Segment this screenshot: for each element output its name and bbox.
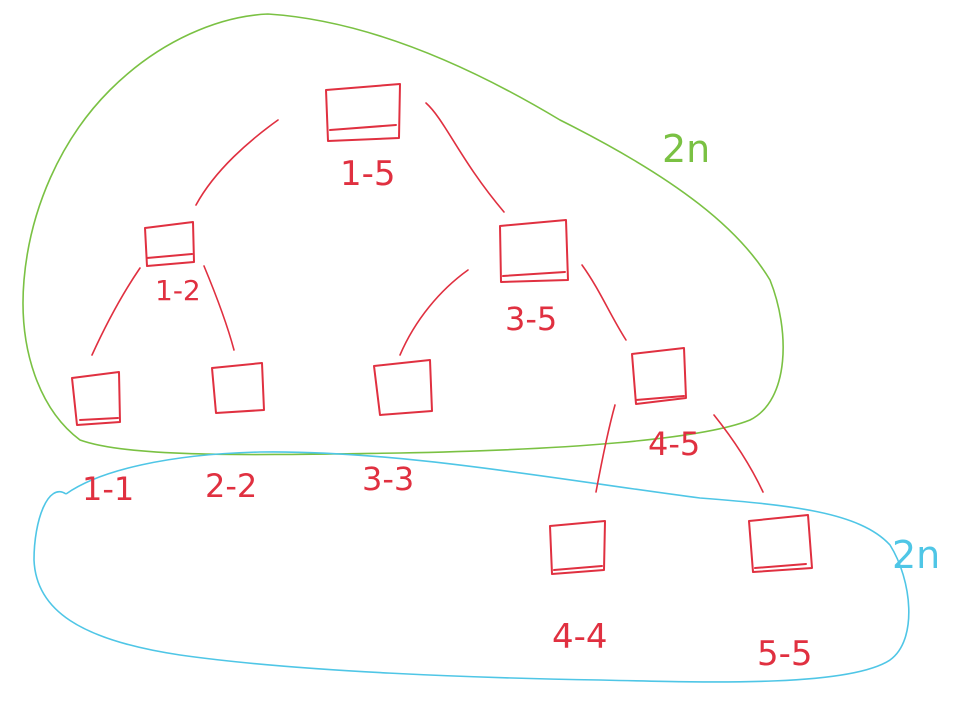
edge-4-5-to-4-4 <box>595 404 616 493</box>
tree-node-labels: 1-5 1-2 3-5 1-1 2-2 3-3 4-5 4-4 5-5 <box>82 154 813 674</box>
node-label-4-4: 4-4 <box>552 617 608 657</box>
node-box-4-4 <box>549 520 606 575</box>
edge-1-2-to-2-2 <box>203 265 235 351</box>
node-box-3-5 <box>499 219 569 283</box>
lowest-level-outline <box>33 451 910 683</box>
node-box-4-5 <box>631 347 687 405</box>
edge-1-2-to-1-1 <box>91 267 141 356</box>
tree-edges <box>91 102 764 493</box>
node-label-4-5: 4-5 <box>648 425 700 463</box>
node-box-1-2 <box>144 221 195 267</box>
node-label-1-2: 1-2 <box>155 274 201 307</box>
node-box-1-1 <box>71 371 121 426</box>
edge-4-5-to-5-5 <box>713 414 764 493</box>
tree-node-boxes <box>71 83 813 575</box>
node-box-2-2 <box>211 362 265 414</box>
edge-1-5-to-3-5 <box>425 102 505 213</box>
node-box-3-3 <box>373 359 433 416</box>
node-label-1-1: 1-1 <box>82 470 134 508</box>
edge-3-5-to-3-3 <box>399 269 469 356</box>
node-box-1-5 <box>325 83 401 142</box>
edge-3-5-to-4-5 <box>581 264 627 341</box>
upper-levels-outline <box>22 13 784 456</box>
node-label-3-5: 3-5 <box>505 300 557 338</box>
node-label-3-3: 3-3 <box>362 460 414 498</box>
node-label-2-2: 2-2 <box>205 467 257 505</box>
edge-1-5-to-1-2 <box>195 119 279 206</box>
upper-region-label: 2n <box>662 127 710 171</box>
node-label-5-5: 5-5 <box>757 634 813 674</box>
node-label-1-5: 1-5 <box>340 154 396 194</box>
node-box-5-5 <box>748 514 813 573</box>
lower-region-label: 2n <box>892 533 940 577</box>
